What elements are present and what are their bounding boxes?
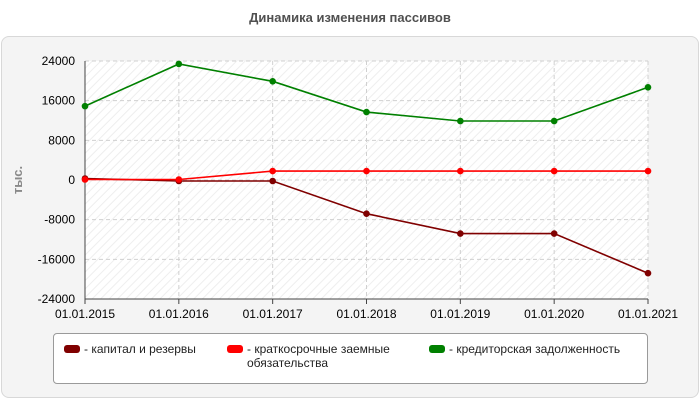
series-2-point-1 — [175, 60, 183, 68]
series-1-point-3 — [363, 167, 370, 175]
x-tick-label-5: 01.01.2020 — [524, 307, 584, 321]
series-2-point-4 — [457, 117, 464, 125]
series-1-point-1 — [175, 176, 183, 183]
series-1-point-2 — [269, 167, 276, 175]
x-tick-label-3: 01.01.2018 — [336, 307, 396, 321]
series-0-point-4 — [457, 230, 464, 237]
series-2-point-5 — [550, 117, 558, 125]
x-tick-label-1: 01.01.2016 — [149, 307, 209, 321]
series-0-point-3 — [363, 210, 370, 218]
y-tick-label-6: -24000 — [38, 292, 76, 306]
y-tick-label-2: 8000 — [48, 133, 75, 147]
x-tick-label-4: 01.01.2019 — [430, 307, 490, 321]
x-tick-label-0: 01.01.2015 — [55, 307, 115, 321]
x-tick-label-6: 01.01.2021 — [618, 307, 678, 321]
chart-title: Динамика изменения пассивов — [249, 10, 451, 25]
legend-swatch-payables — [429, 345, 445, 353]
legend-swatch-capital — [64, 345, 80, 353]
series-0-point-6 — [644, 269, 652, 277]
series-0-point-5 — [550, 230, 558, 237]
y-axis-label: тыс. — [10, 166, 25, 194]
legend-label-capital: - капитал и резервы — [84, 342, 196, 356]
series-2-point-0 — [81, 102, 89, 110]
series-2-point-6 — [644, 83, 652, 91]
y-tick-label-1: 16000 — [42, 94, 76, 108]
series-1-point-6 — [644, 167, 652, 175]
x-tick-label-2: 01.01.2017 — [243, 307, 303, 321]
series-1-point-0 — [81, 176, 89, 183]
y-tick-label-5: -16000 — [38, 252, 76, 266]
legend: - капитал и резервы - краткосрочные заем… — [53, 333, 648, 384]
legend-label-short-term-loans: - краткосрочные заемные обязательства — [247, 342, 390, 370]
series-2-point-3 — [363, 108, 370, 116]
y-tick-label-4: -8000 — [44, 213, 75, 227]
series-1-point-4 — [457, 167, 464, 175]
legend-label-payables: - кредиторская задолженность — [449, 342, 621, 356]
series-2-point-2 — [269, 78, 276, 85]
y-tick-label-0: 24000 — [42, 54, 76, 68]
series-1-point-5 — [550, 167, 558, 175]
y-tick-label-3: 0 — [68, 173, 75, 187]
series-0-point-2 — [269, 177, 276, 185]
legend-swatch-short-term-loans — [227, 345, 243, 353]
